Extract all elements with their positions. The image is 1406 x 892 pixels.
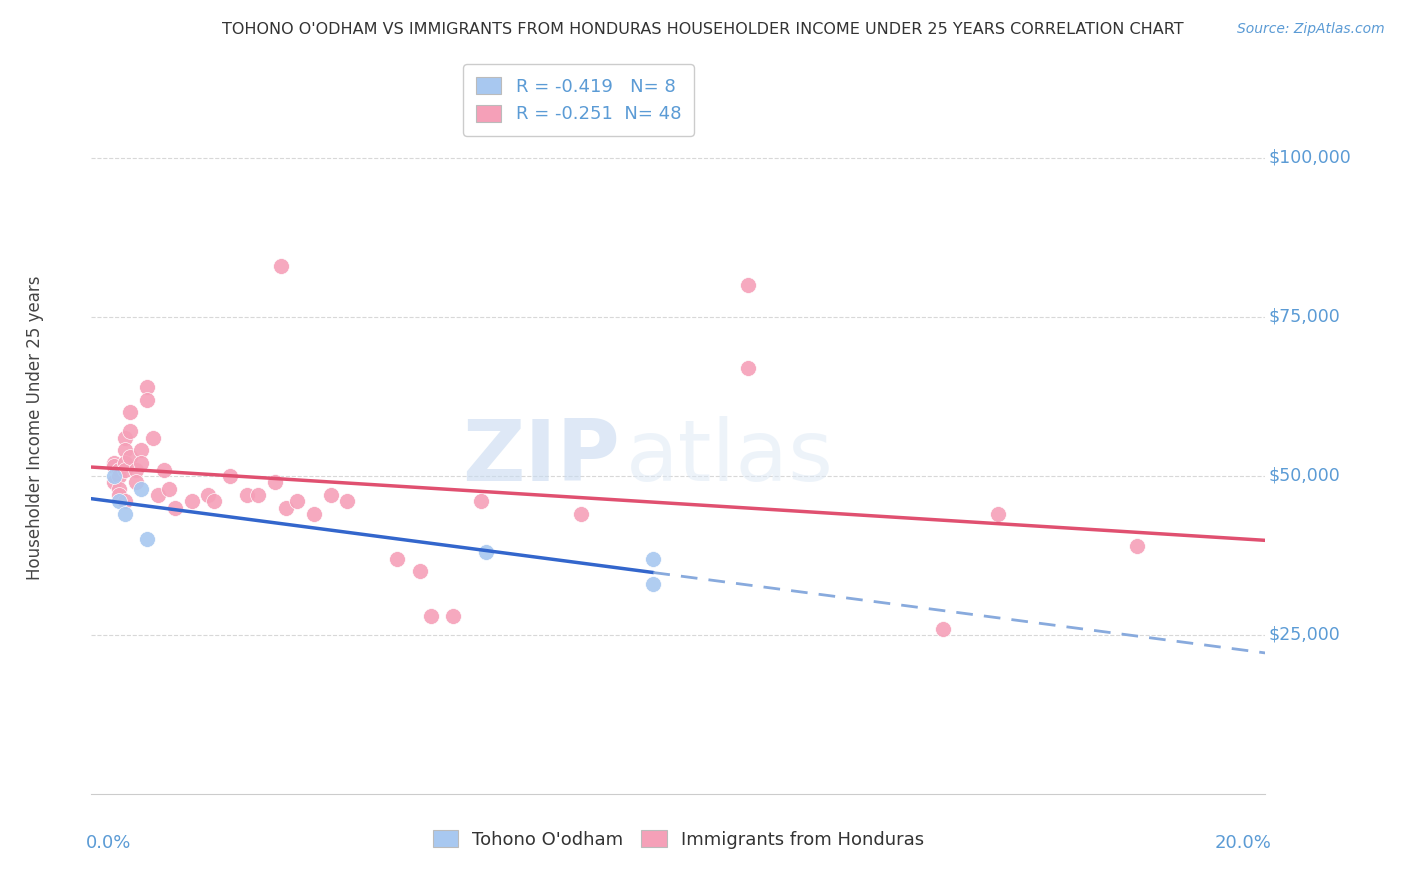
Point bbox=[108, 482, 131, 496]
Point bbox=[131, 443, 153, 458]
Point bbox=[219, 468, 242, 483]
Point bbox=[163, 500, 186, 515]
Point bbox=[136, 392, 159, 407]
Point bbox=[108, 462, 131, 476]
Point bbox=[569, 507, 592, 521]
Point bbox=[136, 380, 159, 394]
Point bbox=[302, 507, 325, 521]
Text: Source: ZipAtlas.com: Source: ZipAtlas.com bbox=[1237, 22, 1385, 37]
Point bbox=[475, 545, 498, 559]
Point bbox=[197, 488, 219, 502]
Point bbox=[125, 475, 148, 490]
Text: $100,000: $100,000 bbox=[1270, 149, 1351, 167]
Point bbox=[387, 551, 409, 566]
Point bbox=[114, 431, 136, 445]
Point bbox=[114, 507, 136, 521]
Point bbox=[319, 488, 342, 502]
Text: $25,000: $25,000 bbox=[1270, 626, 1341, 644]
Text: $50,000: $50,000 bbox=[1270, 467, 1341, 485]
Point bbox=[236, 488, 259, 502]
Point bbox=[146, 488, 169, 502]
Point bbox=[470, 494, 492, 508]
Point bbox=[202, 494, 225, 508]
Point bbox=[931, 622, 953, 636]
Point bbox=[136, 533, 159, 547]
Point bbox=[247, 488, 270, 502]
Point bbox=[441, 608, 464, 623]
Point bbox=[157, 482, 180, 496]
Point bbox=[142, 431, 165, 445]
Point bbox=[276, 500, 298, 515]
Point bbox=[737, 360, 759, 375]
Point bbox=[408, 564, 430, 578]
Point bbox=[114, 494, 136, 508]
Point bbox=[643, 551, 665, 566]
Text: TOHONO O'ODHAM VS IMMIGRANTS FROM HONDURAS HOUSEHOLDER INCOME UNDER 25 YEARS COR: TOHONO O'ODHAM VS IMMIGRANTS FROM HONDUR… bbox=[222, 22, 1184, 37]
Point bbox=[108, 468, 131, 483]
Point bbox=[1126, 539, 1149, 553]
Point bbox=[108, 494, 131, 508]
Point bbox=[131, 482, 153, 496]
Point bbox=[120, 425, 142, 439]
Point bbox=[103, 475, 125, 490]
Point bbox=[131, 456, 153, 470]
Point bbox=[264, 475, 287, 490]
Point bbox=[419, 608, 441, 623]
Point bbox=[103, 459, 125, 474]
Point bbox=[125, 462, 148, 476]
Point bbox=[103, 468, 125, 483]
Text: 20.0%: 20.0% bbox=[1215, 834, 1271, 852]
Point bbox=[737, 278, 759, 293]
Point bbox=[180, 494, 202, 508]
Text: 0.0%: 0.0% bbox=[86, 834, 131, 852]
Point bbox=[336, 494, 359, 508]
Point bbox=[270, 259, 292, 273]
Text: Householder Income Under 25 years: Householder Income Under 25 years bbox=[27, 276, 44, 581]
Text: $75,000: $75,000 bbox=[1270, 308, 1341, 326]
Point bbox=[285, 494, 308, 508]
Text: atlas: atlas bbox=[626, 416, 834, 499]
Point bbox=[103, 456, 125, 470]
Point bbox=[987, 507, 1010, 521]
Point bbox=[120, 405, 142, 419]
Point bbox=[108, 488, 131, 502]
Text: ZIP: ZIP bbox=[463, 416, 620, 499]
Point bbox=[114, 443, 136, 458]
Point bbox=[152, 462, 174, 476]
Point bbox=[643, 577, 665, 591]
Point bbox=[114, 462, 136, 476]
Legend: Tohono O'odham, Immigrants from Honduras: Tohono O'odham, Immigrants from Honduras bbox=[423, 822, 934, 858]
Point bbox=[120, 450, 142, 464]
Point bbox=[114, 456, 136, 470]
